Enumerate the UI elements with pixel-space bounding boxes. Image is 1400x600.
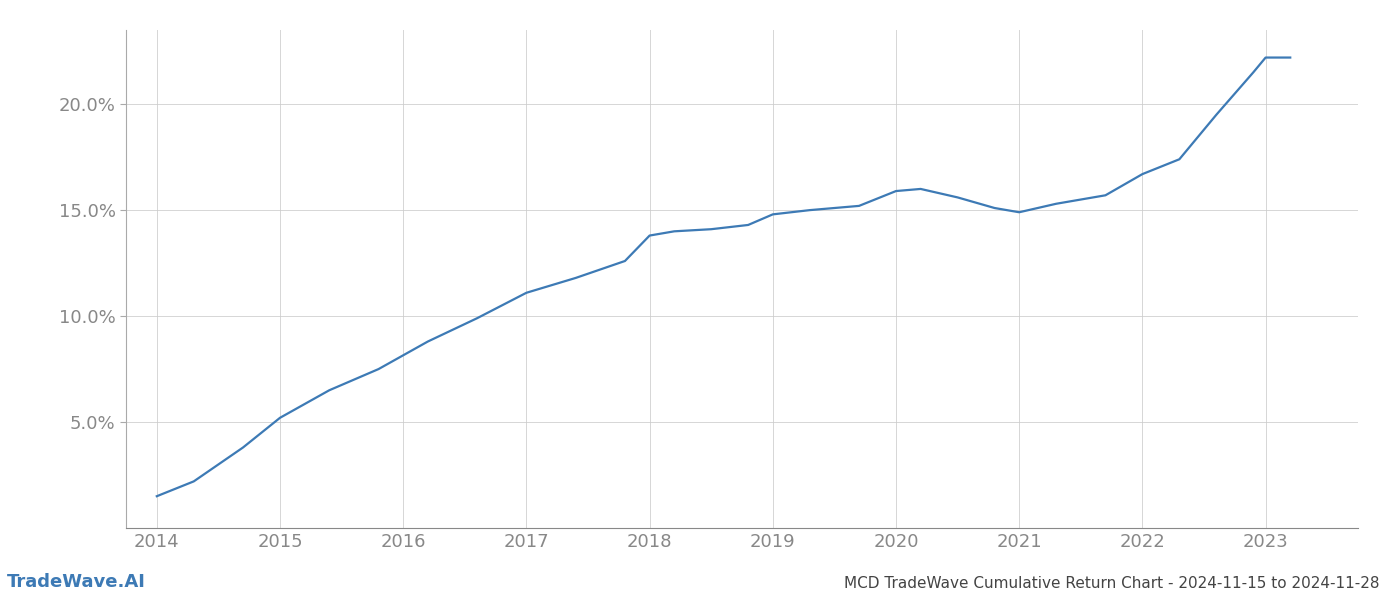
Text: TradeWave.AI: TradeWave.AI	[7, 573, 146, 591]
Text: MCD TradeWave Cumulative Return Chart - 2024-11-15 to 2024-11-28: MCD TradeWave Cumulative Return Chart - …	[843, 576, 1379, 591]
